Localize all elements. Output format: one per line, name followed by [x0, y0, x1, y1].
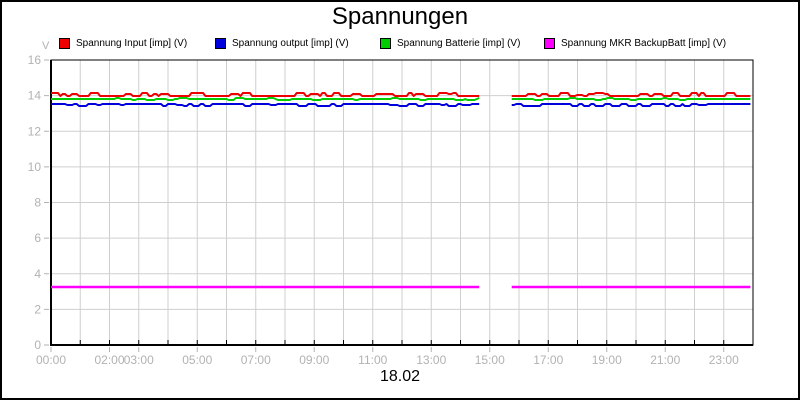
legend-item: Spannung output [imp] (V) [215, 37, 349, 50]
svg-text:4: 4 [34, 267, 41, 281]
series-line-3 [51, 97, 751, 101]
svg-text:03:00: 03:00 [124, 353, 154, 367]
svg-text:15:00: 15:00 [475, 353, 505, 367]
svg-text:11:00: 11:00 [358, 353, 387, 367]
svg-text:21:00: 21:00 [650, 353, 680, 367]
legend-item: Spannung Batterie [imp] (V) [380, 37, 520, 50]
x-axis-labels: 00:00 02:00 03:00 05:00 07:00 09:00 11:00 13:00… [36, 353, 739, 367]
chart-title: Spannungen [331, 3, 469, 30]
legend-swatch-icon [59, 38, 70, 49]
axis-ticks [44, 59, 754, 352]
svg-text:6: 6 [34, 231, 41, 245]
legend-swatch-icon [380, 38, 391, 49]
legend-item: Spannung Input [imp] (V) [59, 37, 187, 50]
legend-label: Spannung MKR BackupBatt [imp] (V) [561, 38, 727, 49]
legend: Spannung Input [imp] (V) Spannung output … [2, 37, 798, 51]
svg-text:13:00: 13:00 [416, 353, 446, 367]
svg-text:8: 8 [34, 196, 41, 210]
series-line-1 [51, 92, 751, 97]
plot-border [50, 59, 754, 346]
svg-text:14: 14 [28, 89, 42, 103]
legend-item: Spannung MKR BackupBatt [imp] (V) [544, 37, 726, 50]
svg-text:19:00: 19:00 [592, 353, 622, 367]
svg-text:2: 2 [34, 302, 41, 316]
svg-text:0: 0 [34, 338, 41, 352]
svg-text:07:00: 07:00 [241, 353, 271, 367]
series-line-2 [51, 103, 751, 107]
y-axis-unit-label: V [42, 40, 50, 52]
y-axis-labels: 0 2 4 6 8 10 12 14 16 [28, 53, 42, 352]
svg-text:05:00: 05:00 [182, 353, 212, 367]
legend-label: Spannung Input [imp] (V) [76, 38, 188, 49]
svg-text:17:00: 17:00 [533, 353, 563, 367]
svg-text:12: 12 [28, 124, 42, 138]
svg-text:10: 10 [28, 160, 42, 174]
legend-label: Spannung output [imp] (V) [232, 38, 349, 49]
legend-swatch-icon [544, 38, 555, 49]
svg-text:23:00: 23:00 [709, 353, 739, 367]
svg-text:16: 16 [28, 53, 42, 67]
gridlines [51, 60, 753, 345]
svg-text:00:00: 00:00 [36, 353, 66, 367]
x-axis-date-label: 18.02 [379, 368, 421, 385]
svg-text:09:00: 09:00 [299, 353, 329, 367]
legend-label: Spannung Batterie [imp] (V) [397, 38, 521, 49]
svg-text:02:00: 02:00 [94, 353, 124, 367]
legend-swatch-icon [215, 38, 226, 49]
